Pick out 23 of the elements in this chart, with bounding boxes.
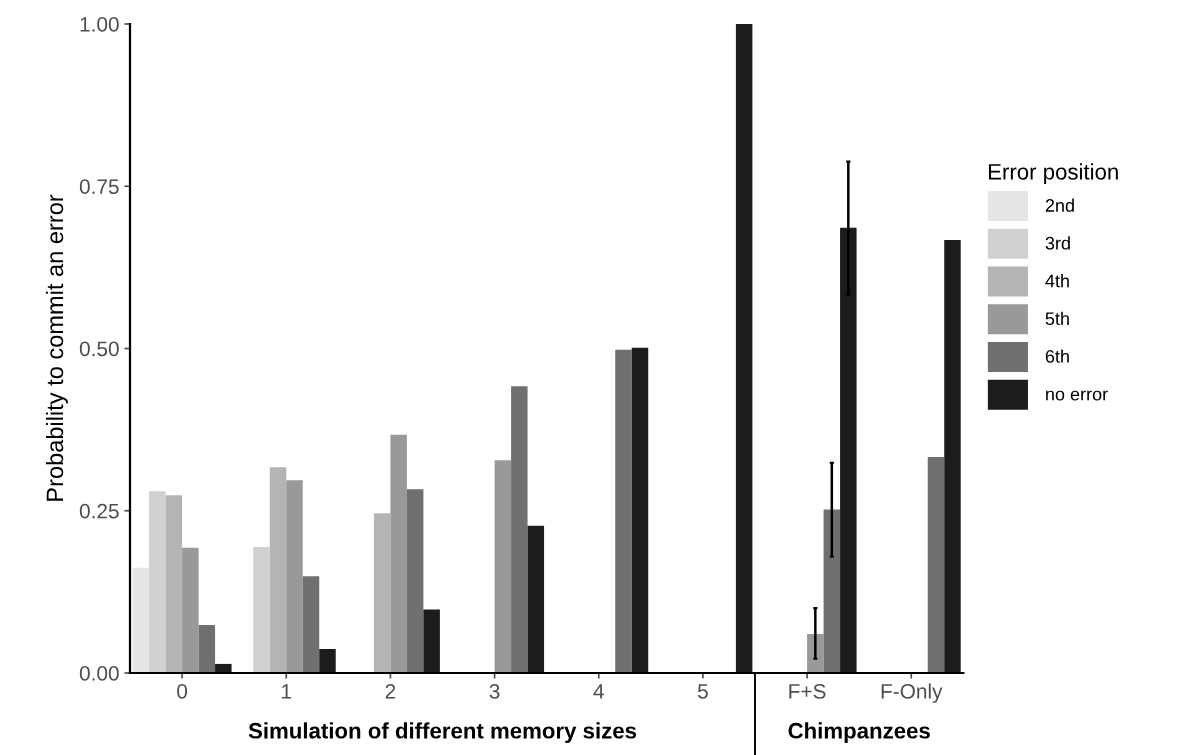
x-tick-label: 3 bbox=[489, 683, 500, 699]
y-tick-label: 0.25 bbox=[79, 503, 119, 519]
x-tick-label: F+S bbox=[789, 683, 826, 699]
legend-label: 5th bbox=[1045, 311, 1069, 326]
y-axis-title: Probability to commit an error bbox=[45, 194, 68, 501]
y-tick-label: 0.00 bbox=[79, 666, 119, 681]
legend-title: Error position bbox=[988, 163, 1118, 185]
legend-label: 3rd bbox=[1045, 236, 1070, 250]
x-axis-title: Simulation of different memory sizes bbox=[248, 722, 637, 743]
x-tick-label: 2 bbox=[385, 683, 396, 699]
x-tick-label: 0 bbox=[177, 683, 188, 699]
x-tick-label: 5 bbox=[697, 684, 708, 699]
x-tick-label: 4 bbox=[593, 684, 604, 699]
y-tick-label: 0.75 bbox=[79, 179, 119, 194]
x-tick-label: 1 bbox=[282, 684, 292, 699]
x-tick-label: F-Only bbox=[881, 683, 943, 703]
legend-label: 6th bbox=[1045, 349, 1069, 363]
y-tick-label: 1.00 bbox=[80, 17, 119, 32]
legend-label: no error bbox=[1046, 390, 1108, 401]
x-axis-title: Chimpanzees bbox=[788, 722, 930, 743]
y-tick-label: 0.50 bbox=[79, 341, 119, 357]
legend-label: 4th bbox=[1045, 274, 1069, 288]
legend-label: 2nd bbox=[1045, 198, 1074, 212]
